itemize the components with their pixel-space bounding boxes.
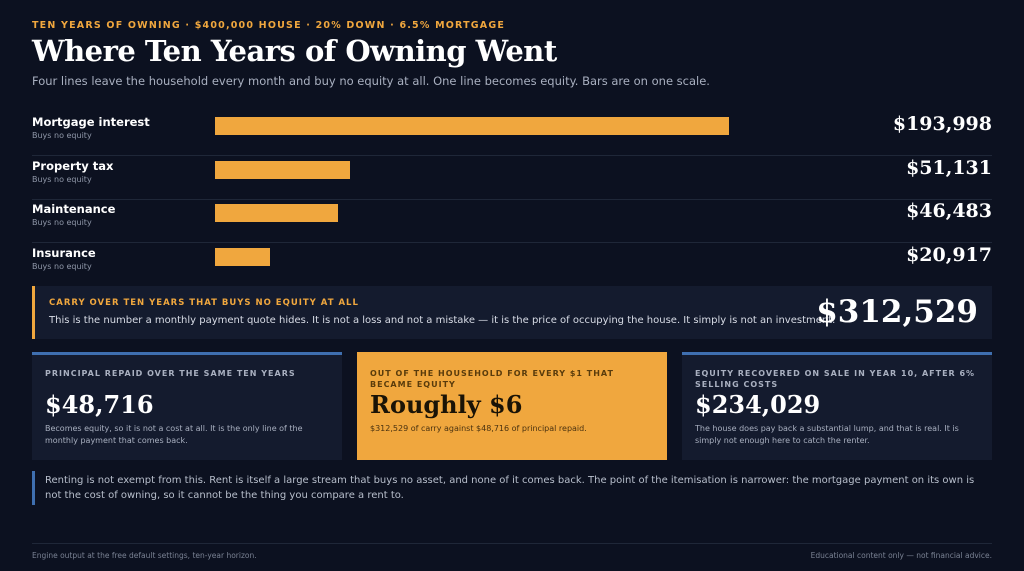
category-label: Insurance — [32, 245, 96, 260]
card: OUT OF THE HOUSEHOLD FOR EVERY $1 THAT B… — [357, 352, 667, 460]
bar — [215, 160, 351, 179]
category-label: Property tax — [32, 158, 114, 173]
summary-text: This is the number a monthly payment quo… — [49, 315, 836, 326]
card-title: PRINCIPAL REPAID OVER THE SAME TEN YEARS — [45, 369, 296, 378]
summary: CARRY OVER TEN YEARS THAT BUYS NO EQUITY… — [32, 286, 992, 339]
card-text: $312,529 of carry against $48,716 of pri… — [370, 424, 587, 433]
category-note: Buys no equity — [32, 131, 92, 140]
category-label: Maintenance — [32, 202, 116, 216]
subtitle: Four lines leave the household every mon… — [32, 74, 710, 88]
note: Renting is not exempt from this. Rent is… — [32, 471, 992, 505]
bar — [215, 247, 271, 266]
bar-row: Property tax Buys no equity $51,131 — [32, 157, 992, 200]
bar — [215, 204, 339, 222]
value-label: $51,131 — [906, 156, 992, 179]
footer-left: Engine output at the free default settin… — [32, 551, 257, 560]
card-title: EQUITY RECOVERED ON SALE IN YEAR 10, AFT… — [695, 369, 976, 389]
bar-row: Insurance Buys no equity $20,917 — [32, 244, 992, 287]
card-text: Becomes equity, so it is not a cost at a… — [45, 424, 303, 445]
category-note: Buys no equity — [32, 174, 92, 184]
category-label: Mortgage interest — [32, 115, 150, 129]
value-label: $46,483 — [906, 200, 992, 222]
summary-title: CARRY OVER TEN YEARS THAT BUYS NO EQUITY… — [49, 298, 359, 308]
footer: Engine output at the free default settin… — [32, 543, 992, 560]
bar-row: Mortgage interest Buys no equity $193,998 — [32, 113, 992, 156]
category-note: Buys no equity — [32, 261, 92, 271]
kicker: TEN YEARS OF OWNING · $400,000 HOUSE · 2… — [32, 20, 506, 31]
value-label: $193,998 — [892, 113, 992, 135]
card-value: Roughly $6 — [370, 390, 523, 419]
card: EQUITY RECOVERED ON SALE IN YEAR 10, AFT… — [682, 352, 992, 460]
card-title: OUT OF THE HOUSEHOLD FOR EVERY $1 THAT B… — [370, 369, 614, 389]
card-value: $48,716 — [45, 390, 154, 419]
bar — [215, 117, 729, 135]
card: PRINCIPAL REPAID OVER THE SAME TEN YEARS… — [32, 352, 342, 460]
title: Where Ten Years of Owning Went — [32, 34, 557, 68]
card-value: $234,029 — [695, 390, 821, 419]
footer-right: Educational content only — not financial… — [810, 551, 992, 560]
category-note: Buys no equity — [32, 218, 92, 227]
card-text: The house does pay back a substantial lu… — [695, 424, 959, 445]
value-label: $20,917 — [906, 243, 992, 266]
summary-value: $312,529 — [816, 294, 978, 330]
bar-row: Maintenance Buys no equity $46,483 — [32, 200, 992, 243]
